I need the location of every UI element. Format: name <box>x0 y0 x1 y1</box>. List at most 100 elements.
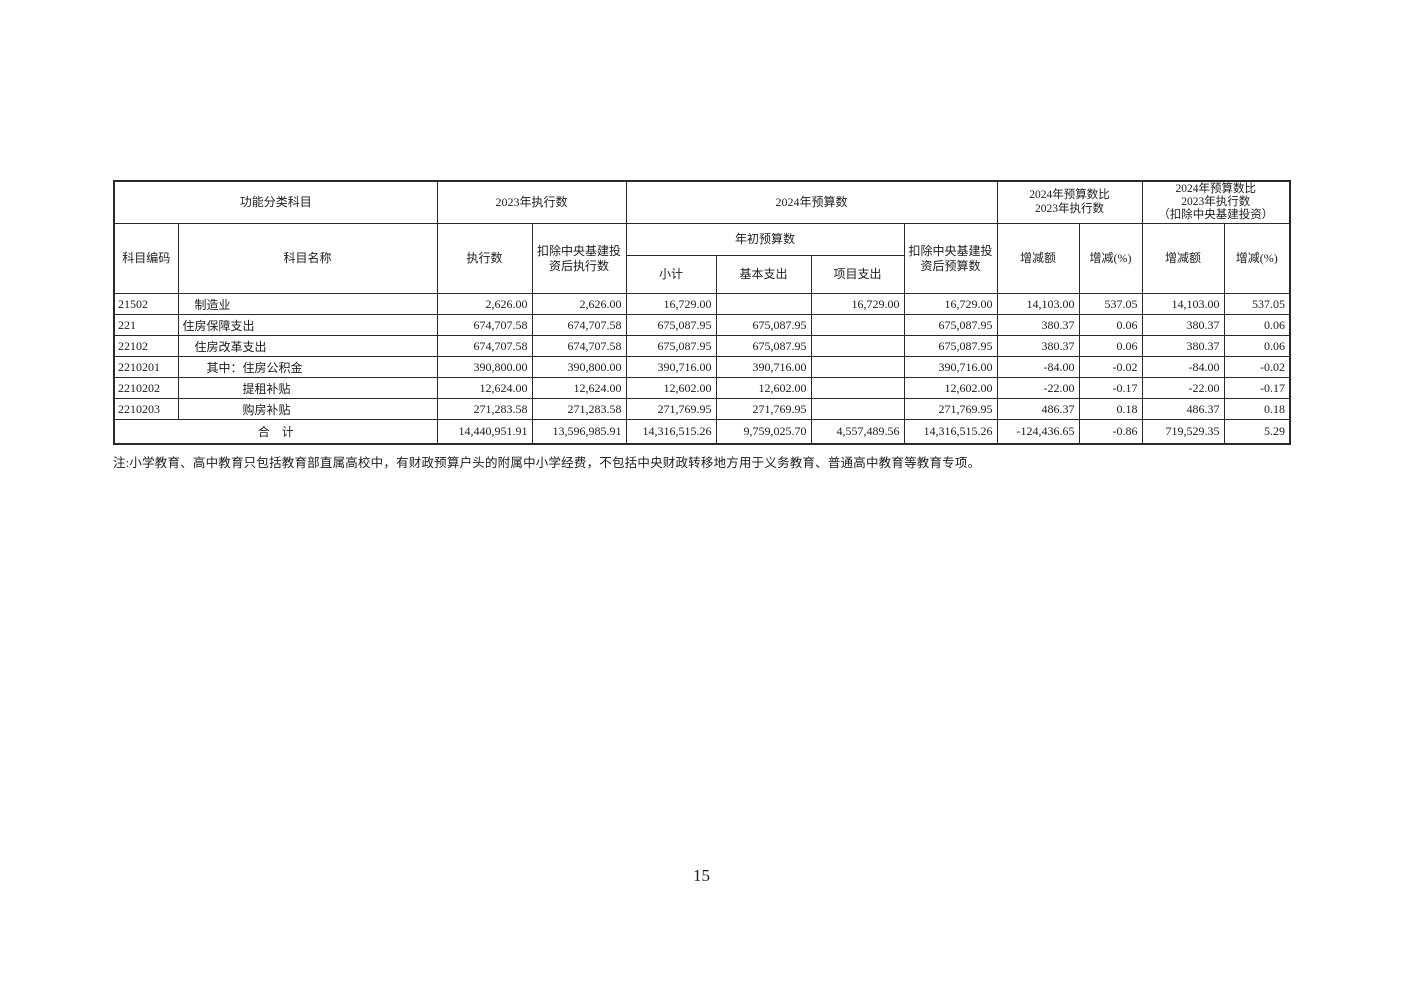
subject-name-cell: 购房补贴 <box>177 398 438 420</box>
value-cell: 537.05 <box>1078 293 1143 315</box>
value-cell: 675,087.95 <box>715 314 812 336</box>
value-cell: -22.00 <box>996 377 1080 399</box>
value-cell: 674,707.58 <box>436 335 533 357</box>
table-body: 21502 制造业 2,626.00 2,626.00 16,729.00 16,729.… <box>113 293 1291 444</box>
value-cell <box>810 356 905 378</box>
value-cell: 4,557,489.56 <box>810 419 905 444</box>
subject-name-cell: 制造业 <box>177 293 438 315</box>
value-cell: -22.00 <box>1141 377 1225 399</box>
header-functional-classification: 功能分类科目 <box>113 180 438 224</box>
value-cell: 719,529.35 <box>1141 419 1225 444</box>
total-row: 合 计 14,440,951.91 13,596,985.91 14,316,515.… <box>113 419 1291 444</box>
header-change-percent-1: 增减(%) <box>1078 223 1143 294</box>
header-2024-vs-2023-excl-investment: 2024年预算数比 2023年执行数 （扣除中央基建投资） <box>1141 180 1291 224</box>
table-row: 21502 制造业 2,626.00 2,626.00 16,729.00 16,729.… <box>113 293 1291 315</box>
table-row: 221 住房保障支出 674,707.58 674,707.58 675,087.95 6… <box>113 314 1291 336</box>
subject-name-cell: 提租补贴 <box>177 377 438 399</box>
header-2024-vs-2023: 2024年预算数比 2023年执行数 <box>996 180 1143 224</box>
value-cell: -0.02 <box>1223 356 1291 378</box>
value-cell: -84.00 <box>1141 356 1225 378</box>
header-project-expenditure: 项目支出 <box>810 255 905 294</box>
value-cell: 9,759,025.70 <box>715 419 812 444</box>
value-cell: 0.18 <box>1223 398 1291 420</box>
value-cell: 674,707.58 <box>531 314 627 336</box>
value-cell: 271,283.58 <box>436 398 533 420</box>
header-2024-budget: 2024年预算数 <box>625 180 998 224</box>
header-subject-code: 科目编码 <box>113 223 179 294</box>
value-cell: 380.37 <box>996 335 1080 357</box>
value-cell: 390,716.00 <box>625 356 717 378</box>
value-cell: -0.17 <box>1223 377 1291 399</box>
value-cell: 674,707.58 <box>531 335 627 357</box>
value-cell: 674,707.58 <box>436 314 533 336</box>
header-row-subcolumns: 小计 基本支出 项目支出 <box>114 255 1290 294</box>
table-row: 2210202 提租补贴 12,624.00 12,624.00 12,602.00 12… <box>113 377 1291 399</box>
value-cell: 675,087.95 <box>625 314 717 336</box>
table-row: 22102 住房改革支出 674,707.58 674,707.58 675,087.9… <box>113 335 1291 357</box>
value-cell: 390,716.00 <box>715 356 812 378</box>
header-row-groups: 功能分类科目 2023年执行数 2024年预算数 2024年预算数比 2023年… <box>113 180 1291 224</box>
value-cell: 390,800.00 <box>436 356 533 378</box>
value-cell: 380.37 <box>1141 314 1225 336</box>
total-label-cell: 合 计 <box>113 419 438 444</box>
value-cell: 380.37 <box>1141 335 1225 357</box>
header-change-percent-2: 增减(%) <box>1223 223 1291 294</box>
value-cell <box>810 398 905 420</box>
value-cell <box>810 314 905 336</box>
value-cell: 0.18 <box>1078 398 1143 420</box>
subject-name-cell: 住房保障支出 <box>177 314 438 336</box>
header-basic-expenditure: 基本支出 <box>715 255 812 294</box>
header-execution: 执行数 <box>436 223 533 294</box>
header-2023-execution: 2023年执行数 <box>436 180 627 224</box>
subject-code-cell: 2210203 <box>113 398 179 420</box>
value-cell: 12,602.00 <box>903 377 998 399</box>
budget-table: 功能分类科目 2023年执行数 2024年预算数 2024年预算数比 2023年… <box>113 180 1292 445</box>
value-cell: 271,769.95 <box>625 398 717 420</box>
value-cell: 271,283.58 <box>531 398 627 420</box>
value-cell: 675,087.95 <box>903 335 998 357</box>
header-change-amount-2: 增减额 <box>1141 223 1225 294</box>
subject-name-cell: 其中：住房公积金 <box>177 356 438 378</box>
value-cell: 16,729.00 <box>625 293 717 315</box>
header-budget-excl-investment: 扣除中央基建投 资后预算数 <box>903 223 998 294</box>
value-cell: -0.86 <box>1078 419 1143 444</box>
value-cell: -84.00 <box>996 356 1080 378</box>
header-initial-budget: 年初预算数 <box>625 223 905 256</box>
subject-code-cell: 221 <box>113 314 179 336</box>
value-cell: 12,624.00 <box>531 377 627 399</box>
value-cell: 675,087.95 <box>715 335 812 357</box>
subject-code-cell: 2210201 <box>113 356 179 378</box>
value-cell: 12,624.00 <box>436 377 533 399</box>
value-cell <box>715 293 812 315</box>
value-cell: 2,626.00 <box>531 293 627 315</box>
value-cell: 537.05 <box>1223 293 1291 315</box>
value-cell: -0.02 <box>1078 356 1143 378</box>
page-number: 15 <box>693 866 710 885</box>
value-cell: 0.06 <box>1078 314 1143 336</box>
header-row-columns: 科目编码 科目名称 执行数 扣除中央基建投 资后执行数 年初预算数 扣除中央基建… <box>113 223 1291 294</box>
value-cell: 14,440,951.91 <box>436 419 533 444</box>
value-cell: 2,626.00 <box>436 293 533 315</box>
value-cell: 14,316,515.26 <box>903 419 998 444</box>
value-cell: 16,729.00 <box>903 293 998 315</box>
subject-name-cell: 住房改革支出 <box>177 335 438 357</box>
subject-code-cell: 22102 <box>113 335 179 357</box>
subject-code-cell: 21502 <box>113 293 179 315</box>
value-cell: 5.29 <box>1223 419 1291 444</box>
value-cell: 0.06 <box>1078 335 1143 357</box>
value-cell: 0.06 <box>1223 314 1291 336</box>
value-cell: 14,103.00 <box>1141 293 1225 315</box>
value-cell: 12,602.00 <box>715 377 812 399</box>
value-cell <box>810 377 905 399</box>
header-subtotal: 小计 <box>625 255 717 294</box>
value-cell: 12,602.00 <box>625 377 717 399</box>
value-cell: -124,436.65 <box>996 419 1080 444</box>
footnote: 注:小学教育、高中教育只包括教育部直属高校中，有财政预算户头的附属中小学经费，不… <box>113 456 981 470</box>
header-execution-excl-investment: 扣除中央基建投 资后执行数 <box>531 223 627 294</box>
value-cell: 390,716.00 <box>903 356 998 378</box>
table-row: 2210203 购房补贴 271,283.58 271,283.58 271,769.9… <box>113 398 1291 420</box>
value-cell: 486.37 <box>996 398 1080 420</box>
value-cell: 675,087.95 <box>625 335 717 357</box>
value-cell: 14,103.00 <box>996 293 1080 315</box>
